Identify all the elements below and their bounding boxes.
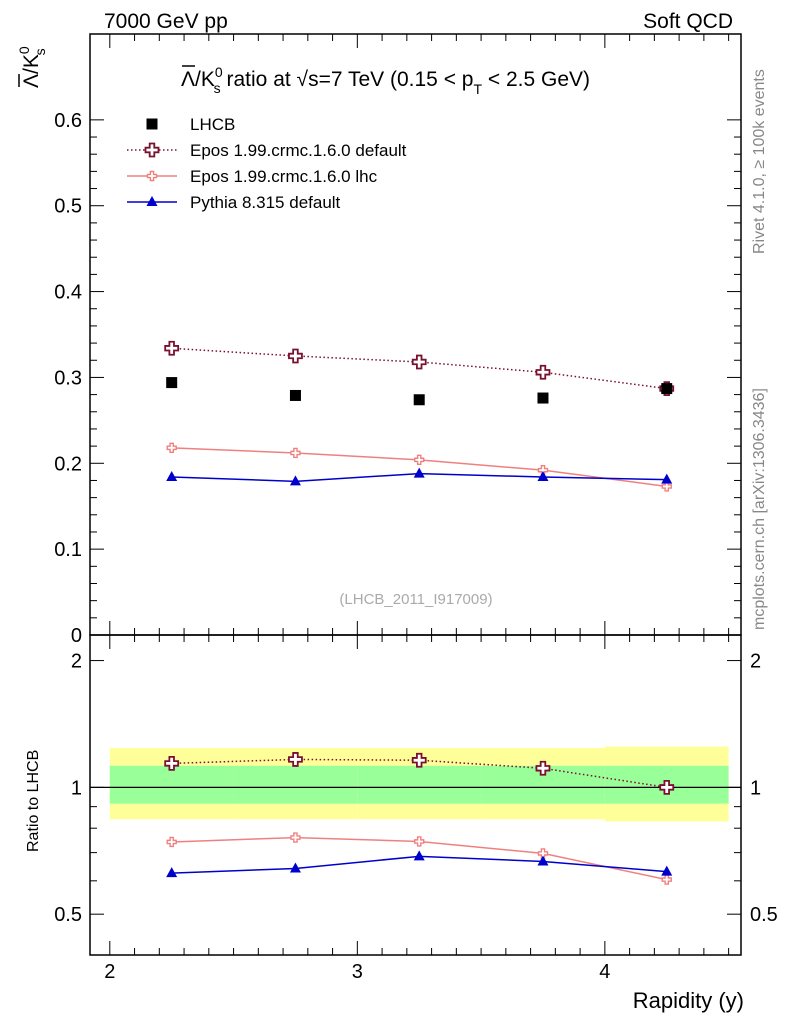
- energy-label: 7000 GeV pp: [104, 10, 228, 33]
- legend: LHCB Epos 1.99.crmc.1.6.0 default Epos 1.9…: [127, 115, 407, 212]
- ratio-band-green: [233, 765, 358, 804]
- legend-marker-pythia-8-315-default: [146, 196, 158, 206]
- category-label: Soft QCD: [643, 10, 733, 33]
- legend-label-pythia-8-315-default: Pythia 8.315 default: [190, 193, 341, 212]
- main-ytick-label: 0.6: [54, 110, 82, 132]
- legend-marker-epos-1-99-crmc-1-6-0-default: [144, 142, 160, 158]
- mcplots-label: mcplots.cern.ch [arXiv:1306.3436]: [751, 388, 768, 630]
- ratio-frame: [89, 634, 742, 956]
- rivet-label: Rivet 4.1.0, ≥ 100k events: [751, 69, 768, 254]
- x-axis-label: Rapidity (y): [633, 988, 744, 1013]
- title-lambda: Λ: [181, 68, 195, 91]
- x-tick-label: 2: [104, 961, 115, 983]
- point-lhcb: [537, 392, 549, 404]
- main-ticks: 0 0.1 0.2 0.3 0.4 0.5 0.6: [54, 34, 741, 647]
- point-lhcb: [289, 389, 301, 401]
- ratio-ytick-label-right: 2: [750, 651, 761, 673]
- ratio-point-epos-1-99-crmc-1-6-0-lhc: [661, 874, 672, 885]
- point-pythia-8-315-default: [661, 473, 673, 484]
- point-epos-1-99-crmc-1-6-0-lhc: [414, 454, 425, 466]
- title-sqrt: √: [297, 68, 309, 91]
- ylabel-sub: s: [32, 48, 48, 55]
- ratio-ytick-label: 2: [71, 651, 82, 673]
- ratio-point-epos-1-99-crmc-1-6-0-lhc: [414, 836, 425, 847]
- point-epos-1-99-crmc-1-6-0-default: [164, 340, 180, 356]
- point-lhcb: [413, 394, 425, 406]
- point-epos-1-99-crmc-1-6-0-lhc: [290, 447, 301, 459]
- ratio-point-epos-1-99-crmc-1-6-0-lhc: [166, 836, 177, 848]
- legend-marker-lhcb: [146, 118, 158, 130]
- ratio-point-pythia-8-315-default: [166, 867, 178, 878]
- ratio-point-epos-1-99-crmc-1-6-0-default: [164, 756, 180, 771]
- x-tick-label: 3: [352, 961, 363, 983]
- chart-title: Λ/K0 s ratio at √s=7 TeV (0.15 < pT < 2.5…: [181, 64, 590, 97]
- ratio-series-markers: [164, 752, 675, 885]
- svg-text:Λ/K0s: Λ/K0s: [16, 46, 48, 88]
- analysis-watermark: (LHCB_2011_I917009): [339, 591, 492, 608]
- legend-label-epos-1-99-crmc-1-6-0-lhc: Epos 1.99.crmc.1.6.0 lhc: [190, 167, 378, 186]
- point-epos-1-99-crmc-1-6-0-lhc: [661, 481, 672, 492]
- ratio-panel: 0.5 0.5 1 1 2 2: [54, 634, 778, 956]
- title-sub-t: T: [473, 81, 482, 97]
- point-epos-1-99-crmc-1-6-0-default: [535, 364, 551, 380]
- title-tail: < 2.5 GeV): [482, 68, 590, 91]
- title-sub: s: [214, 80, 221, 96]
- point-lhcb: [661, 383, 673, 395]
- main-ytick-label: 0.3: [54, 367, 82, 389]
- ratio-point-pythia-8-315-default: [413, 850, 425, 861]
- main-ytick-label: 0: [71, 625, 82, 647]
- main-ytick-label: 0.4: [54, 282, 82, 304]
- ratio-uncertainty-bands: [109, 746, 729, 822]
- main-frame: [89, 33, 742, 636]
- ratio-ytick-label-right: 0.5: [750, 904, 778, 926]
- point-pythia-8-315-default: [413, 467, 425, 478]
- ylabel-sup: 0: [16, 46, 32, 54]
- point-pythia-8-315-default: [537, 471, 549, 482]
- ratio-line-epos-1-99-crmc-1-6-0-default: [171, 758, 667, 789]
- ratio-point-epos-1-99-crmc-1-6-0-default: [659, 779, 675, 795]
- legend-label-lhcb: LHCB: [190, 115, 235, 134]
- main-ytick-label: 0.1: [54, 539, 82, 561]
- ratio-point-epos-1-99-crmc-1-6-0-lhc: [290, 832, 301, 843]
- ylabel-lambda: Λ: [20, 74, 43, 88]
- main-ylabel: Λ/K0s: [16, 46, 48, 88]
- ratio-band-green: [109, 765, 234, 804]
- title-mid: ratio at: [221, 68, 297, 91]
- ratio-ytick-label: 1: [71, 777, 82, 799]
- series-line-epos-1-99-crmc-1-6-0-lhc: [171, 447, 667, 488]
- ratio-point-epos-1-99-crmc-1-6-0-default: [535, 760, 551, 776]
- main-panel: 0 0.1 0.2 0.3 0.4 0.5 0.6: [54, 33, 742, 647]
- ratio-point-epos-1-99-crmc-1-6-0-default: [288, 752, 303, 767]
- x-tick-label: 4: [599, 961, 610, 983]
- ratio-point-pythia-8-315-default: [289, 862, 301, 873]
- point-epos-1-99-crmc-1-6-0-default: [411, 354, 427, 370]
- x-tick-labels: 2 3 4: [104, 961, 610, 983]
- point-epos-1-99-crmc-1-6-0-default: [288, 348, 303, 364]
- title-energy: s=7 TeV (0.15 < p: [308, 68, 473, 91]
- ratio-point-pythia-8-315-default: [661, 865, 673, 876]
- title-slash: /K: [195, 68, 215, 91]
- ratio-band-green: [357, 765, 482, 804]
- ratio-point-pythia-8-315-default: [537, 855, 549, 866]
- point-lhcb: [166, 377, 178, 389]
- legend-label-epos-1-99-crmc-1-6-0-default: Epos 1.99.crmc.1.6.0 default: [190, 141, 407, 160]
- main-series-markers: [164, 340, 675, 492]
- ratio-ylabel: Ratio to LHCB: [25, 750, 42, 852]
- ratio-ytick-label: 0.5: [54, 904, 82, 926]
- main-ytick-label: 0.2: [54, 453, 82, 475]
- point-pythia-8-315-default: [166, 471, 178, 482]
- ratio-ytick-label-right: 1: [750, 777, 761, 799]
- point-epos-1-99-crmc-1-6-0-lhc: [166, 442, 177, 454]
- ylabel-slash: /K: [20, 54, 43, 74]
- ratio-point-epos-1-99-crmc-1-6-0-lhc: [537, 848, 549, 859]
- point-pythia-8-315-default: [289, 475, 301, 486]
- ratio-point-epos-1-99-crmc-1-6-0-default: [411, 752, 427, 768]
- ratio-ticks: 0.5 0.5 1 1 2 2: [54, 635, 778, 955]
- legend-marker-epos-1-99-crmc-1-6-0-lhc: [146, 170, 158, 182]
- main-ytick-label: 0.5: [54, 196, 82, 218]
- title-sup: 0: [215, 64, 223, 80]
